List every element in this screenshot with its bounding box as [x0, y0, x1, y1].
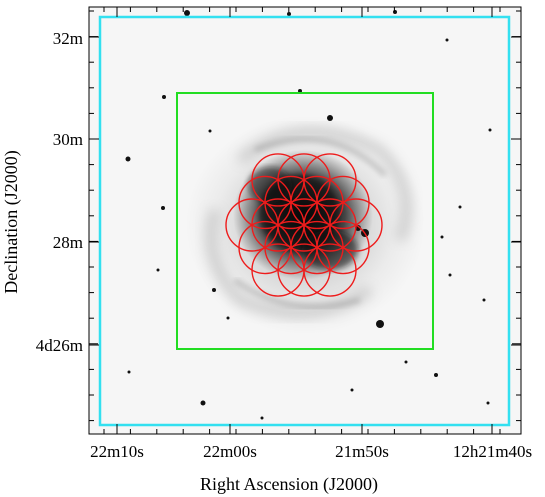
- y-tick-label: 30m: [52, 130, 83, 149]
- axis-ticks: [89, 7, 521, 434]
- outer-field-box: [98, 15, 511, 427]
- field-stars: [125, 10, 492, 420]
- inner-field-box: [176, 92, 434, 350]
- x-tick-label: 21m50s: [335, 442, 389, 461]
- x-axis-title: Right Ascension (J2000): [200, 474, 378, 494]
- fiber-pattern: [225, 153, 383, 297]
- y-tick-label: 4d26m: [35, 336, 83, 355]
- y-tick-label: 28m: [52, 233, 83, 252]
- y-axis-title: Declination (J2000): [1, 150, 21, 294]
- x-tick-label: 22m00s: [203, 442, 257, 461]
- fiber-circle: [329, 198, 383, 252]
- x-tick-label: 12h21m40s: [452, 442, 533, 461]
- y-tick-label: 32m: [52, 29, 83, 48]
- plot-frame: [88, 6, 522, 435]
- x-tick-label: 22m10s: [90, 442, 144, 461]
